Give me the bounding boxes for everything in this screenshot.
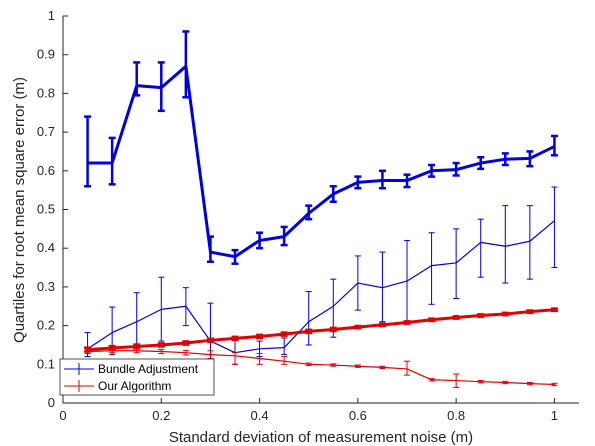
bundle-adjustment-median-group xyxy=(84,30,558,265)
bundle-adjustment-median-line xyxy=(87,64,556,259)
bundle-adjustment-upper-quartile-line xyxy=(87,220,555,354)
y-axis-label: Quartiles for root mean square error (m) xyxy=(11,77,28,343)
x-tick-label: 1 xyxy=(551,408,558,423)
bundle-adjustment-upper-quartile-group xyxy=(84,186,558,365)
y-tick-label: 0.5 xyxy=(37,202,55,217)
y-tick-label: 1 xyxy=(48,8,55,23)
x-tick-label: 0.6 xyxy=(349,408,367,423)
our-algorithm-upper-quartile-group xyxy=(84,307,558,353)
legend-item-our-algorithm: Our Algorithm xyxy=(64,379,171,393)
legend-box xyxy=(59,358,215,396)
our-algorithm-upper-quartile-line xyxy=(87,308,555,352)
y-tick-label: 0.2 xyxy=(37,318,55,333)
x-tick-label: 0.8 xyxy=(447,408,465,423)
y-tick-label: 0.3 xyxy=(37,279,55,294)
plot-area xyxy=(84,30,558,389)
x-tick-label: 0.2 xyxy=(152,408,170,423)
y-tick-label: 0.8 xyxy=(37,85,55,100)
y-tick-label: 0.9 xyxy=(37,47,55,62)
our-algorithm-median-line xyxy=(87,350,555,386)
y-tick-label: 0.4 xyxy=(37,240,55,255)
ticks: 0 0.2 0.4 0.6 0.8 1 0 0.1 0.2 0.3 0.4 0.5 0.6 0.7 0.8 0… xyxy=(37,8,558,423)
y-tick-label: 0 xyxy=(48,395,55,410)
x-tick-label: 0 xyxy=(59,408,66,423)
legend-item-bundle-adjustment: Bundle Adjustment xyxy=(64,362,199,376)
legend-label-our-algorithm: Our Algorithm xyxy=(98,379,171,393)
legend: Bundle Adjustment Our Algorithm xyxy=(59,358,215,396)
our-algorithm-median-group xyxy=(84,348,558,389)
y-tick-label: 0.7 xyxy=(37,124,55,139)
legend-label-bundle-adjustment: Bundle Adjustment xyxy=(98,362,199,376)
x-axis-label: Standard deviation of measurement noise … xyxy=(169,429,473,446)
y-tick-label: 0.6 xyxy=(37,163,55,178)
x-tick-label: 0.4 xyxy=(251,408,269,423)
y-tick-label: 0.1 xyxy=(37,356,55,371)
